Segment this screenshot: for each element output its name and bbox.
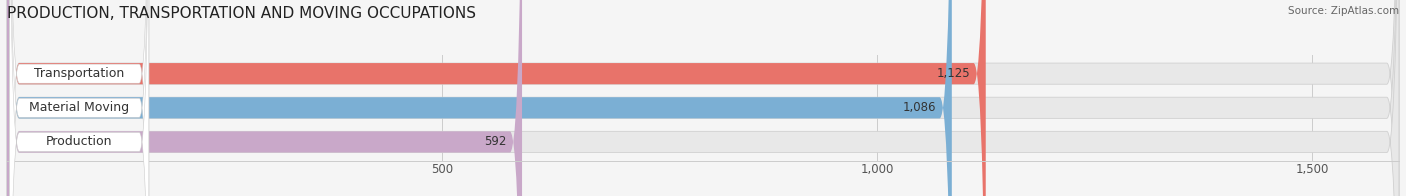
- FancyBboxPatch shape: [7, 0, 1399, 196]
- Text: 1,125: 1,125: [936, 67, 970, 80]
- FancyBboxPatch shape: [7, 0, 952, 196]
- Text: Production: Production: [46, 135, 112, 148]
- FancyBboxPatch shape: [10, 0, 149, 196]
- FancyBboxPatch shape: [7, 0, 522, 196]
- FancyBboxPatch shape: [7, 0, 986, 196]
- FancyBboxPatch shape: [10, 0, 149, 196]
- FancyBboxPatch shape: [7, 0, 1399, 196]
- Text: PRODUCTION, TRANSPORTATION AND MOVING OCCUPATIONS: PRODUCTION, TRANSPORTATION AND MOVING OC…: [7, 6, 477, 21]
- Text: Material Moving: Material Moving: [30, 101, 129, 114]
- Text: Transportation: Transportation: [34, 67, 124, 80]
- FancyBboxPatch shape: [10, 0, 149, 196]
- Text: Source: ZipAtlas.com: Source: ZipAtlas.com: [1288, 6, 1399, 16]
- Text: 592: 592: [484, 135, 506, 148]
- Text: 1,086: 1,086: [903, 101, 936, 114]
- FancyBboxPatch shape: [7, 0, 1399, 196]
